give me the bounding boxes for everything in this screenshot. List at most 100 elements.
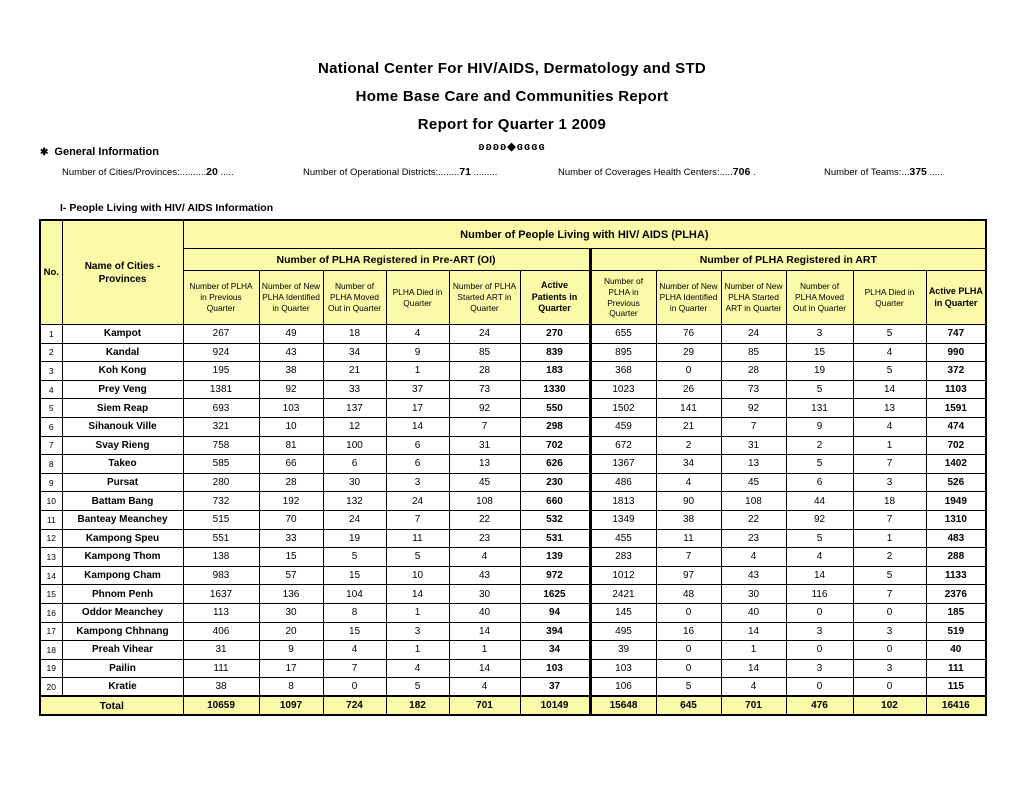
cell-active-value: 1133 (925, 565, 987, 586)
cell-value: 5 (322, 547, 387, 567)
cell-value: 486 (588, 472, 657, 493)
cell-value: 0 (785, 602, 854, 623)
row-province-name: Koh Kong (61, 361, 184, 381)
cell-value: 4 (385, 658, 450, 679)
table-row: 14 Kampong Cham 983 57 15 10 43 972 1012 97 43 14 5 1… (39, 565, 987, 586)
col-header: PLHA Died in Quarter (385, 270, 450, 325)
row-number: 17 (39, 621, 63, 642)
cell-value: 495 (588, 621, 657, 642)
cell-value: 28 (258, 472, 324, 493)
cell-active-value: 111 (925, 658, 987, 679)
cell-value: 5 (385, 677, 450, 697)
cell-value: 76 (655, 324, 722, 344)
cell-value: 29 (655, 342, 722, 363)
row-number: 16 (39, 602, 63, 623)
row-province-name: Kampot (61, 324, 184, 344)
cell-value: 70 (258, 509, 324, 530)
row-number: 9 (39, 472, 63, 493)
cell-value: 30 (322, 472, 387, 493)
total-value: 10149 (519, 695, 591, 717)
cell-value: 280 (182, 472, 260, 493)
stat-value: 375 (909, 166, 927, 178)
cell-value: 45 (720, 472, 787, 493)
cell-value: 24 (385, 491, 450, 511)
cell-value: 15 (785, 342, 854, 363)
table-row: 7 Svay Rieng 758 81 100 6 31 702 672 2 31 2 1 702 (39, 435, 987, 456)
cell-value: 113 (182, 602, 260, 623)
cell-value: 38 (655, 509, 722, 530)
cell-value: 57 (258, 565, 324, 586)
cell-active-value: 139 (519, 547, 591, 567)
cell-active-value: 483 (925, 528, 987, 549)
row-number: 13 (39, 547, 63, 567)
cell-value: 90 (655, 491, 722, 511)
cell-value: 15 (322, 621, 387, 642)
cell-value: 2 (785, 435, 854, 456)
cell-value: 15 (258, 547, 324, 567)
cell-value: 2421 (588, 584, 657, 604)
cell-value: 15 (322, 565, 387, 586)
row-province-name: Svay Rieng (61, 435, 184, 456)
cell-value: 92 (720, 398, 787, 418)
cell-value: 2 (852, 547, 927, 567)
cell-active-value: 2376 (925, 584, 987, 604)
cell-value: 31 (182, 640, 260, 660)
cell-value: 0 (852, 640, 927, 660)
row-number: 8 (39, 454, 63, 474)
cell-value: 85 (720, 342, 787, 363)
cell-value: 4 (785, 547, 854, 567)
report-title-name: Home Base Care and Communities Report (355, 88, 669, 105)
row-number: 11 (39, 509, 63, 530)
cell-value: 9 (258, 640, 324, 660)
cell-value: 103 (588, 658, 657, 679)
cell-value: 459 (588, 416, 657, 437)
cell-value: 81 (258, 435, 324, 456)
table-footer: Total 10659 1097 724 182 701 10149 15648 645 701… (39, 695, 987, 717)
cell-value: 38 (182, 677, 260, 697)
row-province-name: Kampong Cham (61, 565, 184, 586)
cell-value: 1349 (588, 509, 657, 530)
col-header: Number of New PLHA Started ART in Quarte… (720, 270, 787, 325)
cell-value: 22 (720, 509, 787, 530)
row-province-name: Takeo (61, 454, 184, 474)
general-info-label: General Information (54, 146, 159, 158)
cell-value: 30 (258, 602, 324, 623)
cell-active-value: 747 (925, 324, 987, 344)
cell-active-value: 1949 (925, 491, 987, 511)
cell-active-value: 298 (519, 416, 591, 437)
cell-value: 14 (852, 379, 927, 400)
cell-value: 6 (322, 454, 387, 474)
cell-value: 3 (385, 472, 450, 493)
cell-value: 40 (448, 602, 521, 623)
cell-value: 8 (322, 602, 387, 623)
cell-value: 1023 (588, 379, 657, 400)
cell-value: 13 (448, 454, 521, 474)
cell-value: 7 (448, 416, 521, 437)
cell-value: 9 (785, 416, 854, 437)
cell-value: 11 (385, 528, 450, 549)
cell-value: 14 (785, 565, 854, 586)
cell-value: 1502 (588, 398, 657, 418)
cell-value: 73 (720, 379, 787, 400)
row-province-name: Kampong Thom (61, 547, 184, 567)
cell-value: 17 (385, 398, 450, 418)
cell-value: 1 (385, 602, 450, 623)
cell-value: 43 (448, 565, 521, 586)
cell-value: 19 (785, 361, 854, 381)
cell-value: 131 (785, 398, 854, 418)
cell-value: 406 (182, 621, 260, 642)
cell-value: 30 (448, 584, 521, 604)
cell-value: 5 (385, 547, 450, 567)
cell-value: 34 (655, 454, 722, 474)
stat-label: Number of Cities/Provinces:.......... (62, 167, 207, 178)
cell-value: 924 (182, 342, 260, 363)
cell-value: 4 (322, 640, 387, 660)
cell-active-value: 526 (925, 472, 987, 493)
cell-active-value: 626 (519, 454, 591, 474)
cell-active-value: 550 (519, 398, 591, 418)
cell-value: 7 (852, 584, 927, 604)
cell-value: 13 (852, 398, 927, 418)
table-row: 8 Takeo 585 66 6 6 13 626 1367 34 13 5 7 1402 (39, 454, 987, 474)
cell-value: 21 (322, 361, 387, 381)
cell-value: 106 (588, 677, 657, 697)
